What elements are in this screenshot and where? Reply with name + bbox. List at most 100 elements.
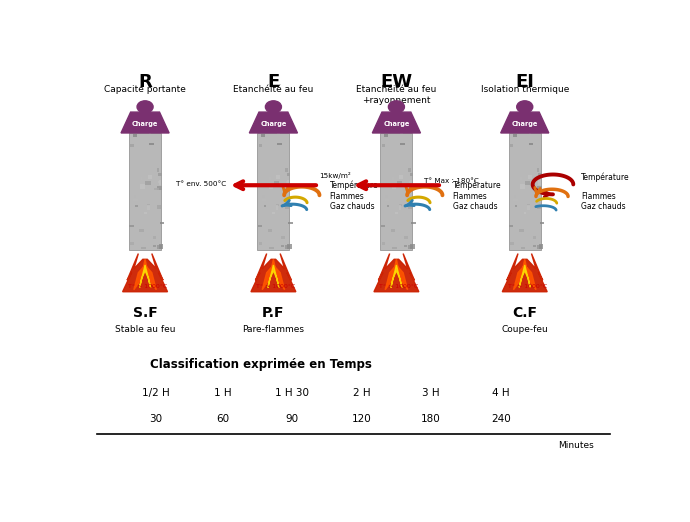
Bar	[286, 186, 290, 190]
Bar	[404, 235, 408, 239]
Polygon shape	[374, 254, 419, 292]
Text: Charge: Charge	[511, 121, 538, 126]
Circle shape	[137, 101, 153, 113]
Bar	[527, 205, 530, 210]
Polygon shape	[251, 254, 296, 292]
Bar	[400, 143, 405, 145]
Text: T° > 1000°C: T° > 1000°C	[380, 283, 419, 289]
Bar	[286, 181, 288, 183]
Bar	[540, 222, 544, 224]
Bar	[537, 186, 542, 190]
Bar	[282, 245, 284, 246]
Text: 120: 120	[352, 414, 371, 424]
Bar	[381, 225, 385, 227]
Bar	[537, 168, 539, 172]
Text: Stable au feu: Stable au feu	[115, 325, 175, 334]
Bar	[392, 177, 394, 180]
Text: Gaz chauds: Gaz chauds	[581, 203, 626, 211]
Bar	[277, 133, 279, 134]
Bar	[392, 184, 396, 189]
Text: T° > 1000°C: T° > 1000°C	[128, 283, 168, 289]
Bar	[153, 245, 156, 246]
Text: 240: 240	[491, 414, 511, 424]
Text: P.F: P.F	[262, 306, 285, 320]
Bar	[391, 229, 395, 232]
Polygon shape	[262, 259, 285, 290]
Bar	[141, 184, 145, 189]
Bar	[529, 133, 531, 134]
Text: R: R	[138, 73, 152, 91]
Polygon shape	[391, 265, 402, 288]
Bar	[406, 187, 410, 189]
Bar	[157, 168, 159, 172]
Bar	[281, 235, 285, 239]
Bar	[520, 177, 522, 180]
Text: Minutes: Minutes	[558, 441, 594, 450]
Polygon shape	[134, 259, 157, 290]
Bar	[286, 206, 289, 209]
Text: E: E	[267, 73, 279, 91]
Bar	[397, 181, 402, 185]
Polygon shape	[519, 265, 531, 288]
Text: T° Max : 180°C: T° Max : 180°C	[424, 178, 480, 184]
Bar	[259, 144, 262, 147]
Bar	[386, 205, 389, 207]
Bar	[288, 222, 293, 224]
Bar	[537, 206, 540, 209]
Bar	[135, 205, 138, 207]
Bar	[410, 173, 413, 176]
Text: T° > 1000°C: T° > 1000°C	[257, 283, 296, 289]
Bar	[268, 229, 273, 232]
Polygon shape	[385, 259, 408, 290]
Bar	[148, 175, 152, 179]
Bar	[392, 247, 397, 249]
Bar	[139, 229, 144, 232]
Text: Charge: Charge	[383, 121, 410, 126]
Bar	[382, 242, 385, 245]
Text: S.F: S.F	[132, 306, 157, 320]
Bar	[538, 181, 541, 185]
Bar	[380, 133, 413, 250]
Bar	[130, 144, 134, 147]
Bar	[273, 212, 275, 214]
Bar	[399, 205, 402, 210]
Text: Etanchéité au feu
+rayonnement: Etanchéité au feu +rayonnement	[356, 85, 437, 105]
Text: Etanchéité au feu: Etanchéité au feu	[233, 85, 313, 94]
Text: Isolation thermique: Isolation thermique	[480, 85, 569, 94]
Bar	[157, 206, 161, 209]
Bar	[510, 242, 513, 245]
Bar	[395, 212, 398, 214]
Bar	[287, 244, 292, 249]
Bar	[538, 181, 540, 183]
Bar	[275, 204, 279, 206]
Bar	[399, 204, 402, 206]
Text: T° > 1000°C: T° > 1000°C	[508, 283, 547, 289]
Text: Charge: Charge	[132, 121, 158, 126]
Bar	[159, 181, 161, 185]
Text: Gaz chauds: Gaz chauds	[330, 203, 374, 211]
Bar	[539, 244, 543, 249]
Text: 60: 60	[216, 414, 229, 424]
Text: Charge: Charge	[260, 121, 286, 126]
Text: 30: 30	[149, 414, 162, 424]
Bar	[141, 247, 146, 249]
Bar	[147, 204, 150, 206]
Bar	[408, 168, 411, 172]
Text: 1 H 30: 1 H 30	[275, 388, 309, 398]
Polygon shape	[501, 112, 549, 133]
Text: 2 H: 2 H	[353, 388, 371, 398]
Bar	[149, 143, 154, 145]
Bar	[160, 222, 164, 224]
Text: Pare-flammes: Pare-flammes	[242, 325, 304, 334]
Text: Flammes: Flammes	[581, 192, 615, 201]
Bar	[269, 247, 274, 249]
Bar	[533, 235, 536, 239]
Bar	[159, 173, 162, 176]
Text: Gaz chauds: Gaz chauds	[453, 203, 497, 211]
Text: 15kw/m²: 15kw/m²	[319, 172, 351, 179]
Text: Flammes: Flammes	[330, 192, 364, 201]
Bar	[134, 195, 137, 198]
Bar	[149, 133, 151, 134]
Polygon shape	[123, 254, 168, 292]
Bar	[385, 195, 388, 198]
